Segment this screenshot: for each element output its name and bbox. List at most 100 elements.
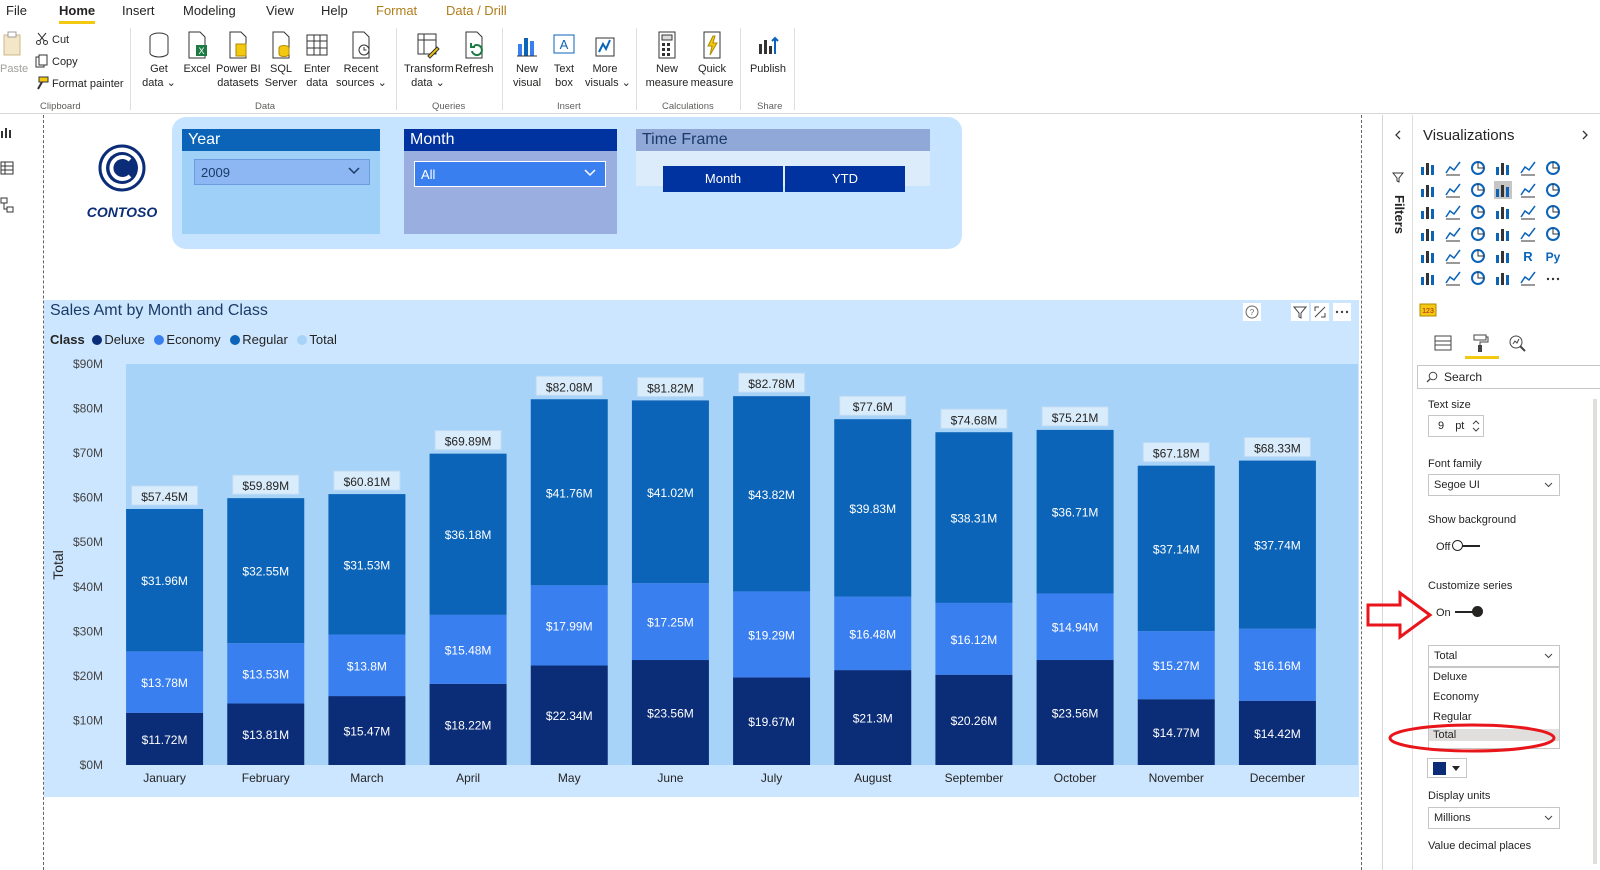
focus-mode-icon[interactable] xyxy=(1311,303,1329,321)
time-frame-month-button[interactable]: Month xyxy=(663,166,783,192)
chevron-left-icon[interactable] xyxy=(1392,129,1404,141)
donut-chart-icon[interactable] xyxy=(1519,203,1537,221)
help-icon[interactable]: ? xyxy=(1243,303,1261,321)
series-option-deluxe[interactable]: Deluxe xyxy=(1433,671,1468,683)
chevron-right-icon[interactable] xyxy=(1579,129,1591,141)
spinner-arrows-icon[interactable] xyxy=(1472,419,1480,433)
line-chart-icon[interactable] xyxy=(1419,181,1437,199)
legend-item-regular[interactable]: Regular xyxy=(230,332,288,347)
area-chart-icon[interactable] xyxy=(1444,181,1462,199)
custom-visual-icon[interactable]: 123 xyxy=(1419,303,1437,321)
data-view-icon[interactable] xyxy=(0,161,14,175)
key-influencers-icon[interactable] xyxy=(1419,269,1437,287)
new-measure-button[interactable]: New measure xyxy=(645,30,689,90)
map-icon[interactable] xyxy=(1419,225,1437,243)
100-bar-icon[interactable] xyxy=(1519,159,1537,177)
legend-item-total[interactable]: Total xyxy=(297,332,337,347)
menu-view[interactable]: View xyxy=(266,3,294,18)
text-size-input[interactable]: 9 pt xyxy=(1428,415,1484,437)
sql-server-button[interactable]: SQL Server xyxy=(264,30,298,90)
decomposition-tree-icon[interactable] xyxy=(1444,269,1462,287)
series-select-dropdown[interactable]: Total xyxy=(1428,645,1560,667)
paste-button[interactable]: Paste xyxy=(0,30,28,76)
enter-data-button[interactable]: Enter data xyxy=(302,30,332,90)
series-option-economy[interactable]: Economy xyxy=(1433,691,1479,703)
series-color-picker[interactable] xyxy=(1427,758,1467,778)
100-column-icon[interactable] xyxy=(1544,159,1562,177)
menu-help[interactable]: Help xyxy=(321,3,348,18)
r-visual-icon[interactable]: R xyxy=(1519,247,1537,265)
more-options-icon[interactable] xyxy=(1333,303,1351,321)
menu-modeling[interactable]: Modeling xyxy=(183,3,236,18)
table-visual-icon[interactable] xyxy=(1469,247,1487,265)
excel-button[interactable]: X Excel xyxy=(181,30,213,76)
more-icon[interactable] xyxy=(1544,269,1562,287)
waterfall-icon[interactable] xyxy=(1419,203,1437,221)
scatter-icon[interactable] xyxy=(1469,203,1487,221)
fields-tab-icon[interactable] xyxy=(1433,333,1453,353)
recent-sources-button[interactable]: Recent sources ⌄ xyxy=(336,30,387,90)
text-box-button[interactable]: A Text box xyxy=(548,30,580,90)
publish-button[interactable]: Publish xyxy=(749,30,787,76)
matrix-icon[interactable] xyxy=(1494,247,1512,265)
menu-insert[interactable]: Insert xyxy=(122,3,155,18)
series-option-regular[interactable]: Regular xyxy=(1433,711,1472,723)
pie-chart-icon[interactable] xyxy=(1494,203,1512,221)
month-dropdown[interactable]: All xyxy=(414,161,606,187)
stacked-column-chart-visual[interactable]: Sales Amt by Month and Class ? Class Del… xyxy=(44,300,1359,797)
filters-pane-collapsed[interactable]: Filters xyxy=(1383,115,1413,870)
line-column-icon[interactable] xyxy=(1494,181,1512,199)
filter-icon[interactable] xyxy=(1291,303,1309,321)
stacked-column-icon[interactable] xyxy=(1444,159,1462,177)
analytics-tab-icon[interactable] xyxy=(1507,333,1527,353)
model-view-icon[interactable] xyxy=(0,197,14,213)
display-units-dropdown[interactable]: Millions xyxy=(1428,807,1560,829)
series-option-total[interactable]: Total xyxy=(1429,729,1559,741)
transform-data-button[interactable]: Transform data ⌄ xyxy=(404,30,454,90)
more-visuals-button[interactable]: More visuals ⌄ xyxy=(585,30,631,90)
filled-map-icon[interactable] xyxy=(1444,225,1462,243)
menu-format[interactable]: Format xyxy=(376,3,418,18)
kpi-icon[interactable] xyxy=(1419,247,1437,265)
quick-measure-button[interactable]: Quick measure xyxy=(690,30,734,90)
menu-home[interactable]: Home xyxy=(59,3,96,18)
font-family-dropdown[interactable]: Segoe UI xyxy=(1428,474,1560,496)
powerbi-datasets-button[interactable]: Power BI datasets xyxy=(216,30,261,90)
line-clustered-icon[interactable] xyxy=(1519,181,1537,199)
line-chart-icon-glyph xyxy=(1421,185,1434,197)
pane-scrollbar[interactable] xyxy=(1593,399,1597,864)
stacked-bar-icon[interactable] xyxy=(1419,159,1437,177)
slicer-icon[interactable] xyxy=(1444,247,1462,265)
format-paint-roller-icon[interactable] xyxy=(1471,333,1491,353)
new-visual-button[interactable]: New visual xyxy=(511,30,543,90)
qa-icon[interactable] xyxy=(1469,269,1487,287)
stacked-area-icon[interactable] xyxy=(1469,181,1487,199)
clustered-bar-icon[interactable] xyxy=(1469,159,1487,177)
menu-file[interactable]: File xyxy=(6,3,27,18)
shape-map-icon[interactable] xyxy=(1469,225,1487,243)
clustered-column-icon[interactable] xyxy=(1494,159,1512,177)
python-visual-icon[interactable]: Py xyxy=(1544,247,1562,265)
show-background-toggle[interactable]: Off xyxy=(1436,540,1481,553)
get-data-button[interactable]: Get data ⌄ xyxy=(141,30,177,90)
paginated-icon[interactable] xyxy=(1519,269,1537,287)
format-search-input[interactable]: Search xyxy=(1417,365,1600,389)
legend-item-deluxe[interactable]: Deluxe xyxy=(92,332,145,347)
legend-item-economy[interactable]: Economy xyxy=(154,332,221,347)
report-view-icon[interactable] xyxy=(0,125,14,139)
menu-data-drill[interactable]: Data / Drill xyxy=(446,3,507,18)
format-painter-button[interactable]: Format painter xyxy=(35,76,124,90)
multi-row-card-icon[interactable] xyxy=(1544,225,1562,243)
time-frame-ytd-button[interactable]: YTD xyxy=(785,166,905,192)
customize-series-toggle[interactable]: On xyxy=(1436,606,1483,619)
card-icon[interactable] xyxy=(1519,225,1537,243)
ribbon-chart-icon[interactable] xyxy=(1544,181,1562,199)
refresh-button[interactable]: Refresh xyxy=(455,30,494,76)
cut-button[interactable]: Cut xyxy=(35,32,69,46)
treemap-icon[interactable] xyxy=(1544,203,1562,221)
funnel-icon[interactable] xyxy=(1444,203,1462,221)
smart-narrative-icon[interactable] xyxy=(1494,269,1512,287)
copy-button[interactable]: Copy xyxy=(35,54,78,68)
year-dropdown[interactable]: 2009 xyxy=(194,159,370,185)
gauge-icon[interactable] xyxy=(1494,225,1512,243)
